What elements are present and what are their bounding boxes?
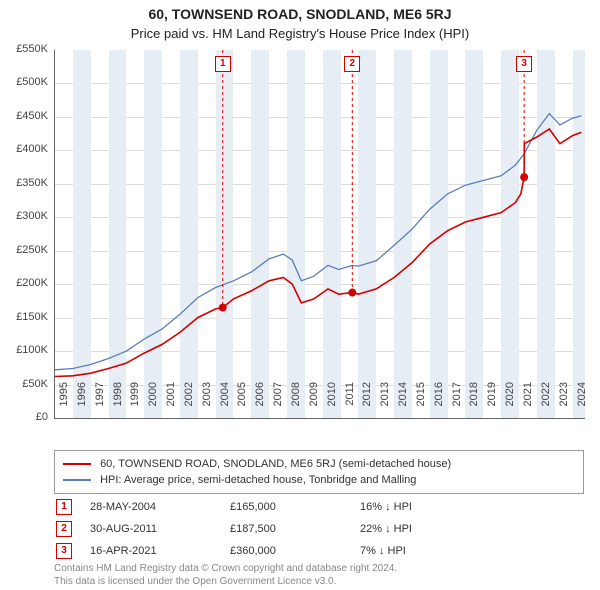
x-axis-tick: 2002 bbox=[183, 382, 195, 422]
y-axis-tick: £50K bbox=[0, 378, 48, 390]
x-axis-tick: 1997 bbox=[94, 382, 106, 422]
sale-price: £165,000 bbox=[230, 501, 360, 513]
x-axis-tick: 2005 bbox=[236, 382, 248, 422]
sale-row: 1 28-MAY-2004£165,00016% ↓ HPI bbox=[54, 496, 584, 518]
x-axis-tick: 1995 bbox=[58, 382, 70, 422]
x-axis-tick: 2010 bbox=[326, 382, 338, 422]
chart-subtitle: Price paid vs. HM Land Registry's House … bbox=[0, 26, 600, 41]
sale-date: 28-MAY-2004 bbox=[90, 501, 230, 513]
sale-row: 3 16-APR-2021£360,0007% ↓ HPI bbox=[54, 540, 584, 562]
y-axis-tick: £450K bbox=[0, 110, 48, 122]
y-axis-tick: £300K bbox=[0, 210, 48, 222]
x-axis-tick: 2020 bbox=[504, 382, 516, 422]
x-axis-tick: 1998 bbox=[112, 382, 124, 422]
y-axis-tick: £250K bbox=[0, 244, 48, 256]
footer-line: This data is licensed under the Open Gov… bbox=[54, 575, 584, 588]
sale-vs-hpi: 16% ↓ HPI bbox=[360, 501, 412, 513]
x-axis-tick: 2003 bbox=[201, 382, 213, 422]
footer-line: Contains HM Land Registry data © Crown c… bbox=[54, 562, 584, 575]
legend-box: 60, TOWNSEND ROAD, SNODLAND, ME6 5RJ (se… bbox=[54, 450, 584, 494]
y-axis-tick: £100K bbox=[0, 344, 48, 356]
sale-date: 16-APR-2021 bbox=[90, 545, 230, 557]
x-axis-tick: 2023 bbox=[558, 382, 570, 422]
sale-marker-icon: 1 bbox=[56, 499, 72, 515]
x-axis-tick: 2014 bbox=[397, 382, 409, 422]
chart-title: 60, TOWNSEND ROAD, SNODLAND, ME6 5RJ bbox=[0, 6, 600, 22]
sale-marker-callout: 3 bbox=[516, 56, 532, 72]
x-axis-tick: 1999 bbox=[129, 382, 141, 422]
chart-svg bbox=[55, 50, 585, 418]
x-axis-tick: 2021 bbox=[522, 382, 534, 422]
sale-marker-callout: 1 bbox=[215, 56, 231, 72]
y-axis-tick: £150K bbox=[0, 311, 48, 323]
sale-price: £360,000 bbox=[230, 545, 360, 557]
x-axis-tick: 2008 bbox=[290, 382, 302, 422]
sale-row: 2 30-AUG-2011£187,50022% ↓ HPI bbox=[54, 518, 584, 540]
sale-price: £187,500 bbox=[230, 523, 360, 535]
x-axis-tick: 2018 bbox=[468, 382, 480, 422]
sale-marker-callout: 2 bbox=[344, 56, 360, 72]
x-axis-tick: 2019 bbox=[486, 382, 498, 422]
y-axis-tick: £0 bbox=[0, 411, 48, 423]
x-axis-tick: 2006 bbox=[254, 382, 266, 422]
sale-marker-icon: 2 bbox=[56, 521, 72, 537]
sale-vs-hpi: 7% ↓ HPI bbox=[360, 545, 406, 557]
legend-item-property: 60, TOWNSEND ROAD, SNODLAND, ME6 5RJ (se… bbox=[63, 456, 575, 472]
legend-swatch-property bbox=[63, 463, 91, 465]
x-axis-tick: 2017 bbox=[451, 382, 463, 422]
chart-plot-area bbox=[54, 50, 585, 419]
y-axis-tick: £200K bbox=[0, 277, 48, 289]
sales-table: 1 28-MAY-2004£165,00016% ↓ HPI 2 30-AUG-201… bbox=[54, 496, 584, 562]
sale-marker-icon: 3 bbox=[56, 543, 72, 559]
y-axis-tick: £350K bbox=[0, 177, 48, 189]
x-axis-tick: 2004 bbox=[219, 382, 231, 422]
sale-date: 30-AUG-2011 bbox=[90, 523, 230, 535]
x-axis-tick: 2022 bbox=[540, 382, 552, 422]
y-axis-tick: £500K bbox=[0, 76, 48, 88]
legend-item-hpi: HPI: Average price, semi-detached house,… bbox=[63, 472, 575, 488]
x-axis-tick: 2001 bbox=[165, 382, 177, 422]
x-axis-tick: 2024 bbox=[576, 382, 588, 422]
x-axis-tick: 2016 bbox=[433, 382, 445, 422]
sale-vs-hpi: 22% ↓ HPI bbox=[360, 523, 412, 535]
legend-label: 60, TOWNSEND ROAD, SNODLAND, ME6 5RJ (se… bbox=[100, 458, 451, 470]
x-axis-tick: 2000 bbox=[147, 382, 159, 422]
footer-attribution: Contains HM Land Registry data © Crown c… bbox=[54, 562, 584, 588]
y-axis-tick: £400K bbox=[0, 143, 48, 155]
x-axis-tick: 2012 bbox=[361, 382, 373, 422]
x-axis-tick: 2015 bbox=[415, 382, 427, 422]
x-axis-tick: 2007 bbox=[272, 382, 284, 422]
x-axis-tick: 2013 bbox=[379, 382, 391, 422]
x-axis-tick: 2009 bbox=[308, 382, 320, 422]
legend-swatch-hpi bbox=[63, 479, 91, 481]
x-axis-tick: 1996 bbox=[76, 382, 88, 422]
x-axis-tick: 2011 bbox=[344, 382, 356, 422]
y-axis-tick: £550K bbox=[0, 43, 48, 55]
legend-label: HPI: Average price, semi-detached house,… bbox=[100, 474, 416, 486]
